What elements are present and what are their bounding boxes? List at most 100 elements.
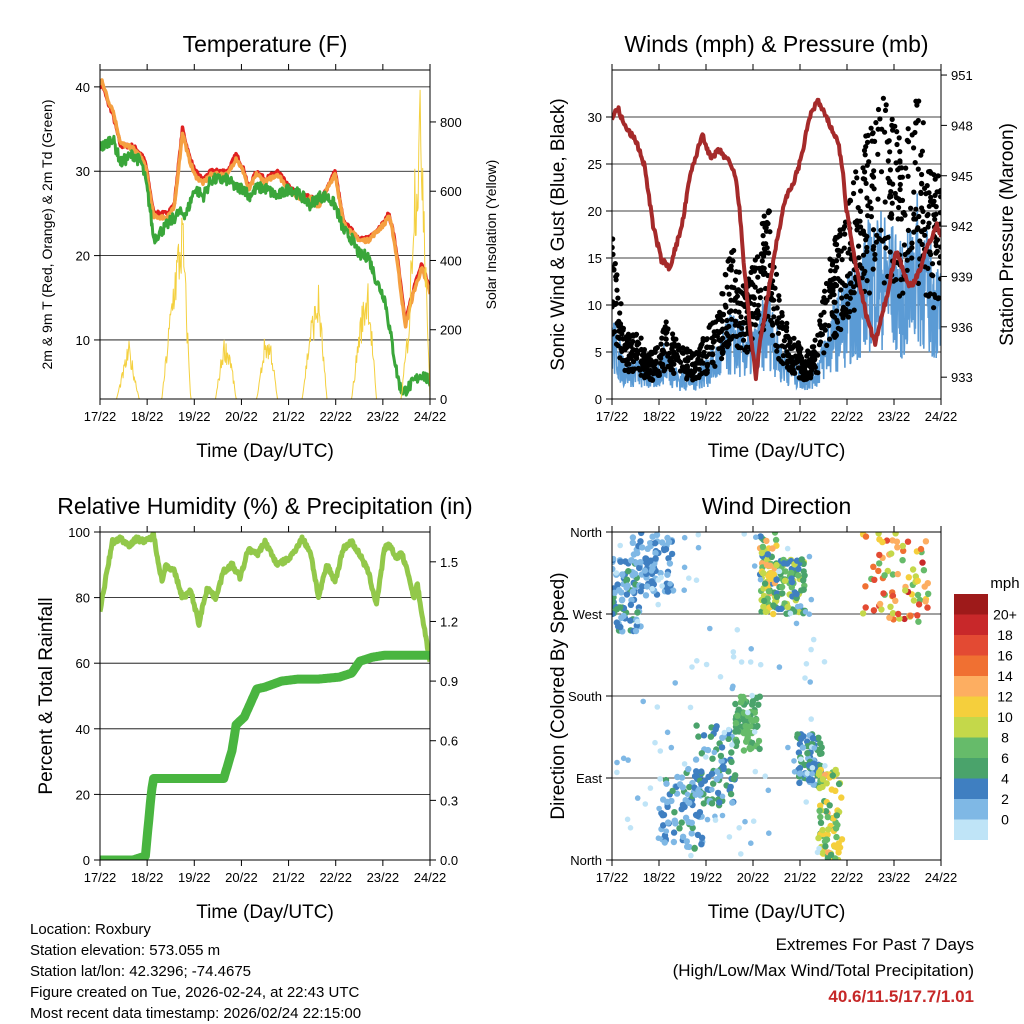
gust-point — [710, 339, 717, 345]
gust-point — [909, 255, 915, 261]
y-tick-label: East — [576, 771, 602, 786]
gust-point — [821, 295, 827, 301]
gust-point — [638, 346, 645, 353]
direction-point — [901, 615, 908, 623]
direction-point — [806, 553, 813, 560]
direction-point — [894, 570, 901, 578]
gust-point — [737, 331, 743, 338]
legend-label: 2 — [1001, 791, 1009, 807]
direction-point — [825, 826, 832, 833]
gust-point — [864, 244, 870, 251]
direction-point — [737, 699, 745, 706]
direction-point — [748, 646, 754, 652]
gust-point — [612, 261, 618, 267]
gust-point — [658, 352, 664, 358]
legend-swatch — [954, 819, 988, 840]
gust-point — [931, 305, 937, 311]
direction-point — [769, 545, 776, 552]
direction-point — [875, 567, 882, 575]
gust-point — [714, 333, 721, 339]
direction-point — [614, 581, 621, 588]
gust-point — [828, 268, 834, 274]
gust-point — [664, 341, 670, 347]
direction-point — [798, 587, 805, 594]
gust-point — [851, 190, 857, 197]
series-line-9m-t — [100, 78, 430, 329]
direction-point — [721, 729, 728, 736]
direction-point — [634, 609, 641, 616]
gust-point — [758, 251, 765, 257]
direction-point — [712, 817, 719, 823]
direction-point — [748, 716, 755, 724]
direction-point — [642, 801, 649, 807]
direction-point — [668, 744, 675, 751]
gust-point — [864, 248, 870, 255]
gust-point — [911, 216, 917, 222]
direction-point — [738, 851, 744, 857]
gust-point — [671, 336, 677, 342]
direction-point — [694, 812, 701, 820]
gust-point — [726, 291, 732, 297]
gust-point — [851, 290, 857, 296]
gust-point — [759, 258, 765, 264]
gust-point — [911, 211, 917, 217]
direction-point — [757, 661, 764, 668]
direction-point — [751, 729, 758, 735]
extremes-values: 40.6/11.5/17.7/1.01 — [828, 987, 974, 1006]
direction-point — [759, 543, 767, 550]
x-tick-label: 22/22 — [319, 409, 352, 424]
direction-point — [909, 566, 917, 573]
direction-point — [735, 706, 742, 713]
gust-point — [612, 236, 616, 242]
gust-point — [938, 276, 941, 282]
direction-point — [802, 609, 809, 615]
direction-point — [889, 610, 897, 617]
gust-point — [764, 245, 770, 251]
direction-point — [738, 659, 745, 665]
direction-point — [709, 755, 716, 762]
gust-point — [824, 342, 830, 348]
direction-point — [907, 612, 914, 619]
gust-point — [908, 205, 914, 211]
gust-point — [612, 244, 615, 251]
gust-point — [901, 242, 908, 248]
gust-point — [854, 175, 860, 181]
gust-point — [842, 223, 848, 230]
direction-point — [798, 556, 805, 563]
x-axis-label: Time (Day/UTC) — [708, 902, 846, 923]
gust-point — [892, 190, 898, 197]
gust-point — [718, 328, 724, 334]
gust-point — [681, 367, 687, 373]
gust-point — [675, 357, 681, 363]
gust-point — [875, 151, 881, 157]
gust-point — [845, 314, 852, 320]
gust-point — [839, 280, 845, 286]
direction-point — [776, 664, 783, 670]
gust-point — [618, 345, 624, 352]
gust-point — [706, 324, 712, 330]
gust-point — [752, 257, 758, 263]
y2-axis-label: Station Pressure (Maroon) — [997, 123, 1018, 346]
y-tick-label: West — [573, 607, 603, 622]
direction-point — [627, 617, 634, 624]
gust-point — [860, 176, 866, 182]
gust-point — [834, 241, 840, 248]
gust-point — [929, 261, 936, 267]
x-tick-label: 22/22 — [831, 870, 864, 885]
direction-point — [664, 571, 671, 578]
direction-point — [770, 610, 777, 618]
direction-point — [694, 658, 700, 664]
gust-point — [645, 355, 652, 361]
direction-point — [718, 744, 726, 751]
direction-point — [762, 773, 768, 779]
y-tick-label: South — [568, 689, 602, 704]
gust-point — [767, 229, 773, 235]
gust-point — [732, 318, 739, 324]
direction-point — [712, 726, 719, 733]
direction-point — [664, 588, 672, 595]
legend-swatch — [954, 737, 988, 758]
direction-point — [709, 786, 715, 793]
gust-point — [791, 335, 797, 341]
direction-point — [809, 771, 815, 777]
gust-point — [868, 214, 875, 220]
